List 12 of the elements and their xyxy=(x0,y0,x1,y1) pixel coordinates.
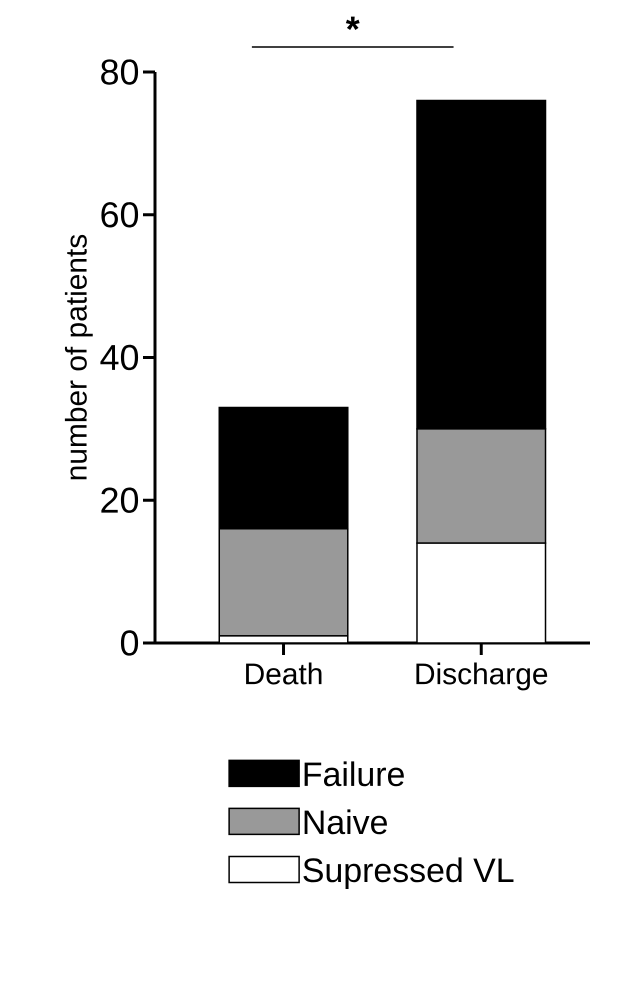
x-tick-label: Death xyxy=(246,662,322,684)
legend-label: Supressed VL xyxy=(303,857,514,889)
text: * xyxy=(346,16,360,30)
y-axis-title: number of patients xyxy=(64,234,93,480)
y-tick-label: 20 xyxy=(101,488,138,513)
legend-label: Failure xyxy=(304,761,404,786)
x-tick-label: Discharge xyxy=(416,662,548,690)
y-tick-label: 0 xyxy=(120,630,138,656)
y-tick-label: 40 xyxy=(100,344,138,370)
legend-label: Naive xyxy=(304,809,387,834)
y-tick-label: 80 xyxy=(101,59,138,85)
y-tick-label: 60 xyxy=(101,202,138,228)
